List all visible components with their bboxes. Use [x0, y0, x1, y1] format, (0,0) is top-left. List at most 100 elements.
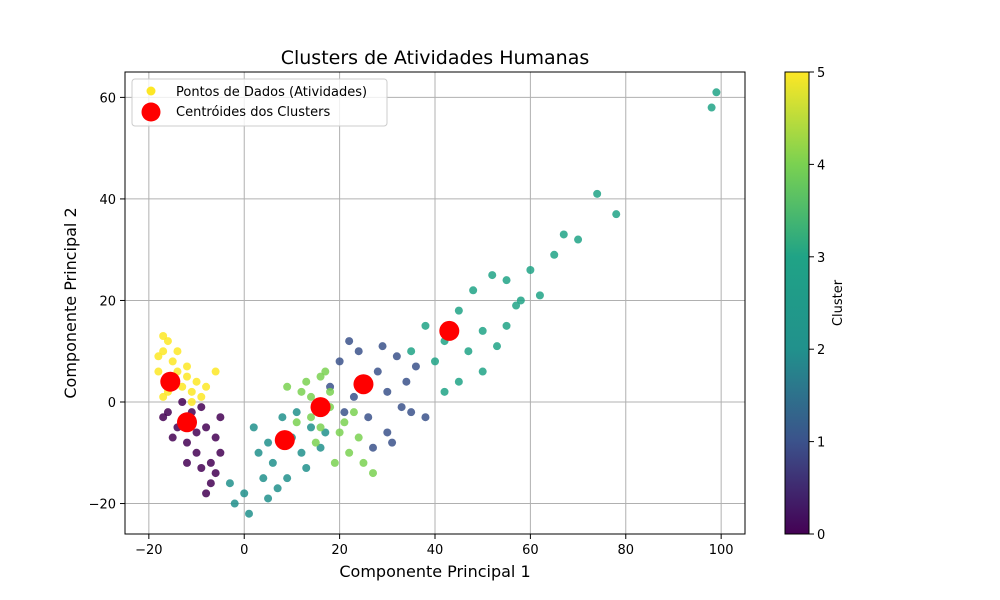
data-point-cluster-0: [163, 408, 172, 417]
data-point-cluster-0: [168, 433, 177, 442]
data-point-cluster-3: [712, 88, 721, 97]
data-point-cluster-0: [206, 479, 215, 488]
legend-box: [131, 78, 388, 127]
data-point-cluster-3: [559, 230, 568, 239]
data-point-cluster-1: [388, 438, 397, 447]
x-tick-label: 60: [522, 543, 539, 558]
centroid-marker-cluster-5: [160, 371, 181, 392]
data-point-cluster-2: [230, 499, 239, 508]
data-point-cluster-5: [211, 367, 220, 376]
colorbar-tick-label: 0: [817, 528, 825, 543]
data-point-cluster-3: [502, 276, 511, 285]
data-point-cluster-4: [321, 367, 330, 376]
data-point-cluster-4: [340, 418, 349, 427]
data-point-cluster-2: [245, 509, 253, 518]
y-axis-label: Componente Principal 2: [61, 207, 80, 398]
data-point-cluster-5: [183, 372, 191, 381]
data-point-cluster-0: [216, 413, 225, 422]
colorbar-ticks: 0 1 2 3 4 5: [809, 66, 825, 543]
data-point-cluster-3: [478, 326, 487, 335]
data-point-cluster-3: [612, 210, 621, 219]
data-point-cluster-4: [345, 448, 354, 457]
data-point-cluster-1: [383, 387, 392, 396]
data-point-cluster-0: [216, 448, 225, 457]
y-tick-label: 40: [99, 193, 116, 208]
legend-label-data-points: Pontos de Dados (Atividades): [176, 85, 367, 100]
x-axis-label: Componente Principal 1: [339, 562, 530, 581]
data-point-cluster-0: [197, 464, 206, 472]
data-point-cluster-4: [316, 372, 325, 381]
data-point-cluster-3: [516, 296, 525, 305]
data-point-cluster-5: [159, 332, 168, 340]
x-axis-ticks: −20 0 20 40 60 80 100: [135, 534, 734, 558]
centroid-marker-cluster-0: [177, 412, 197, 433]
data-point-cluster-2: [225, 479, 234, 488]
data-point-cluster-5: [168, 357, 177, 366]
data-point-cluster-4: [297, 387, 306, 396]
data-point-cluster-5: [178, 382, 187, 391]
data-point-cluster-3: [502, 321, 511, 330]
data-point-cluster-1: [392, 352, 401, 361]
x-tick-label: 100: [709, 543, 734, 558]
data-point-cluster-3: [593, 189, 602, 198]
data-point-cluster-5: [183, 362, 191, 371]
data-point-cluster-4: [326, 387, 335, 396]
data-point-cluster-3: [550, 250, 559, 259]
legend-label-centroids: Centróides dos Clusters: [176, 105, 330, 120]
data-point-cluster-2: [240, 489, 249, 498]
data-point-cluster-2: [268, 458, 277, 467]
data-point-cluster-1: [397, 403, 406, 412]
data-point-cluster-4: [335, 428, 344, 437]
data-point-cluster-2: [302, 464, 311, 472]
data-point-cluster-4: [307, 413, 315, 422]
data-point-cluster-5: [163, 337, 172, 346]
data-point-cluster-1: [349, 392, 358, 401]
colorbar-tick-label: 2: [817, 343, 825, 358]
data-point-cluster-5: [187, 398, 196, 406]
data-point-cluster-1: [373, 367, 382, 376]
data-point-cluster-0: [197, 403, 206, 412]
data-point-cluster-0: [211, 469, 220, 478]
grid-lines: [125, 72, 745, 534]
data-point-cluster-2: [259, 474, 268, 483]
data-point-cluster-0: [192, 448, 201, 457]
colorbar-tick-label: 1: [817, 436, 825, 451]
legend-marker-centroids: [141, 102, 161, 122]
y-tick-label: 20: [99, 294, 116, 309]
x-tick-label: 20: [331, 543, 348, 558]
data-point-cluster-1: [364, 413, 373, 422]
data-point-cluster-2: [264, 494, 273, 503]
data-point-cluster-3: [464, 347, 473, 356]
data-point-cluster-4: [292, 418, 301, 427]
data-point-cluster-0: [202, 489, 211, 498]
data-point-cluster-1: [340, 408, 349, 417]
data-point-cluster-3: [574, 235, 583, 244]
data-point-cluster-3: [478, 367, 487, 376]
data-point-cluster-2: [307, 423, 315, 432]
data-point-cluster-4: [354, 433, 363, 442]
data-point-cluster-2: [316, 443, 325, 452]
data-point-cluster-5: [154, 352, 163, 361]
data-point-cluster-3: [454, 377, 463, 386]
data-point-cluster-1: [345, 337, 354, 346]
centroid-marker-cluster-4: [310, 397, 331, 418]
legend-marker-data-points: [146, 86, 156, 96]
data-point-cluster-4: [307, 392, 315, 401]
data-point-cluster-3: [493, 342, 501, 351]
centroid-marker-cluster-3: [439, 320, 460, 341]
data-point-cluster-2: [273, 484, 282, 493]
data-point-cluster-0: [202, 423, 211, 432]
data-point-cluster-2: [321, 428, 330, 437]
data-point-cluster-3: [512, 301, 521, 310]
data-point-cluster-1: [411, 362, 420, 371]
data-point-cluster-2: [292, 408, 301, 417]
data-point-cluster-0: [159, 413, 168, 422]
data-point-cluster-4: [349, 408, 358, 417]
data-point-cluster-2: [254, 448, 263, 457]
centroid-marker-cluster-1: [353, 374, 374, 395]
y-tick-label: 60: [99, 91, 116, 106]
data-point-cluster-0: [206, 458, 215, 467]
data-point-cluster-1: [407, 408, 416, 417]
data-point-cluster-1: [378, 342, 387, 351]
